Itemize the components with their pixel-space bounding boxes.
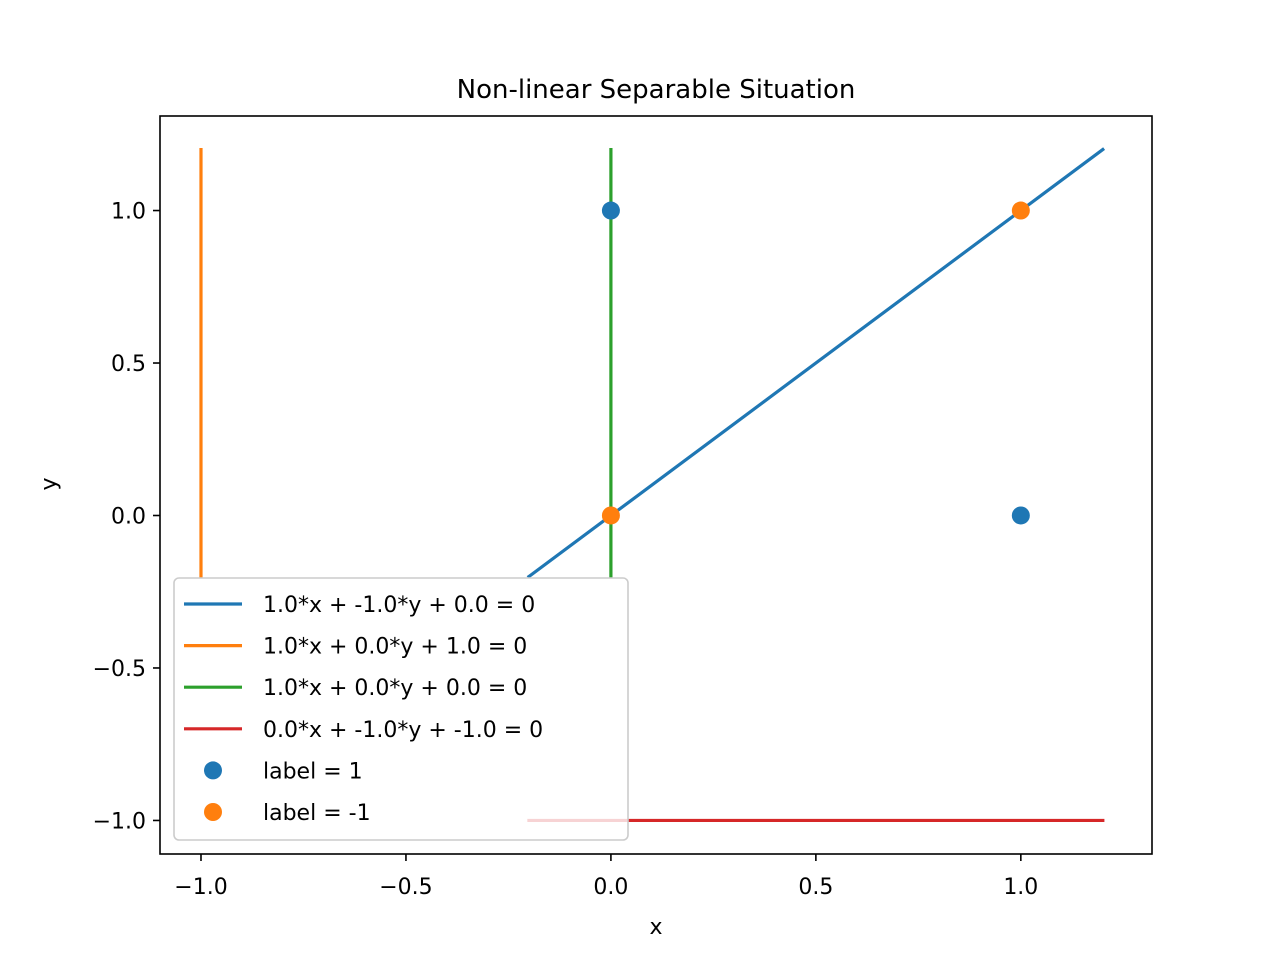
y-tick-label: 1.0 <box>111 200 146 225</box>
x-tick-label: 0.5 <box>798 875 833 900</box>
legend: 1.0*x + -1.0*y + 0.0 = 0 1.0*x + 0.0*y + … <box>173 577 629 841</box>
legend-marker-swatch-2 <box>204 803 222 821</box>
x-axis-label: x <box>649 915 662 940</box>
y-tick-label: −0.5 <box>93 657 146 682</box>
x-tick-label: −0.5 <box>379 875 432 900</box>
legend-scatter-label-2: label = -1 <box>263 801 371 826</box>
axis-ticks: −1.0 −0.5 0.0 0.5 1.0 −1.0 −0.5 0.0 0.5 1.0 <box>93 200 1039 900</box>
legend-marker-swatch-1 <box>204 761 222 780</box>
x-tick-label: 1.0 <box>1003 875 1038 900</box>
x-tick-label: −1.0 <box>174 875 227 900</box>
legend-label-2: 1.0*x + 0.0*y + 1.0 = 0 <box>263 635 527 660</box>
x-tick-label: 0.0 <box>593 875 628 900</box>
scatter-point-1-1 <box>601 201 620 220</box>
legend-scatter-label-1: label = 1 <box>263 759 363 784</box>
legend-box <box>173 577 629 841</box>
chart-title: Non-linear Separable Situation <box>457 75 856 105</box>
series-line-1 <box>526 147 1106 579</box>
legend-label-3: 1.0*x + 0.0*y + 0.0 = 0 <box>263 676 527 701</box>
y-tick-label: −1.0 <box>93 809 146 834</box>
scatter-point-1-2 <box>1011 506 1030 525</box>
scatter-point-2-2 <box>1011 201 1030 220</box>
y-tick-label: 0.0 <box>111 504 146 529</box>
axes-frame <box>159 115 1153 855</box>
scatter-point-2-1 <box>601 506 620 525</box>
legend-label-4: 0.0*x + -1.0*y + -1.0 = 0 <box>263 718 543 743</box>
y-tick-label: 0.5 <box>111 352 146 377</box>
legend-label-1: 1.0*x + -1.0*y + 0.0 = 0 <box>263 593 535 618</box>
y-axis-label: y <box>37 477 62 490</box>
